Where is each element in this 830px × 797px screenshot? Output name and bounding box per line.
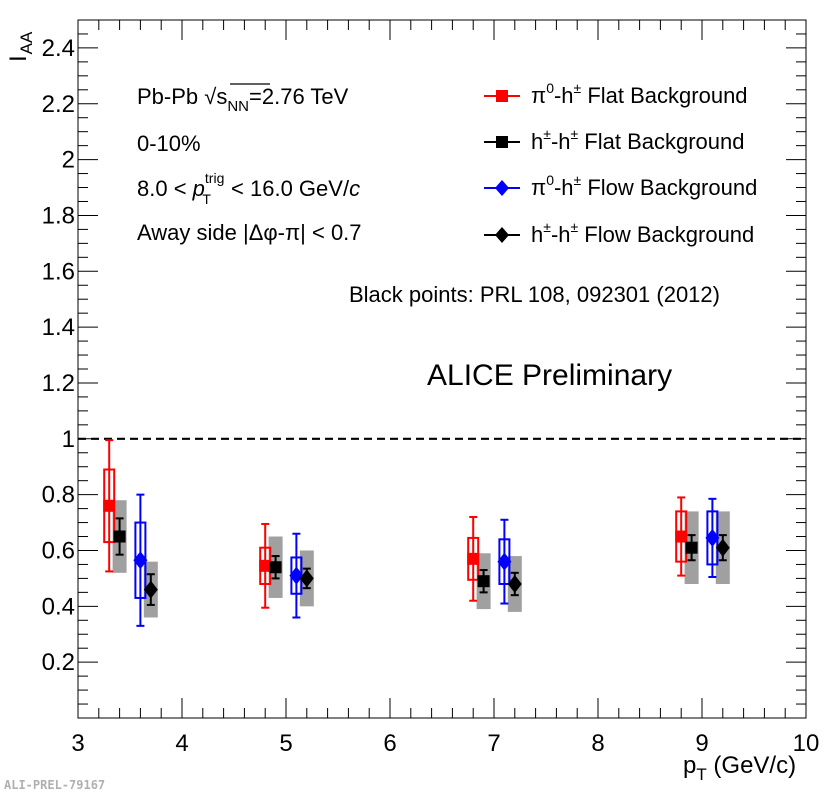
reference-label: Black points: PRL 108, 092301 (2012): [349, 282, 720, 307]
y-tick-label: 1.4: [42, 314, 75, 341]
data-point: [113, 530, 126, 543]
x-axis-title: pT (GeV/c): [683, 752, 796, 784]
x-tick-label: 10: [793, 730, 820, 757]
data-point: [269, 561, 282, 574]
x-tick-label: 4: [175, 730, 188, 757]
data-point: [477, 575, 490, 588]
data-point: [467, 552, 480, 565]
sqrt-symbol: √: [204, 84, 217, 109]
collision-system-label: Pb-Pb √sNN=2.76 TeV: [137, 84, 349, 115]
y-tick-label: 1.8: [42, 202, 75, 229]
x-tick-label: 8: [591, 730, 604, 757]
legend: π0-h± Flat Background h±-h± Flat Backgro…: [484, 80, 757, 247]
y-tick-label: 0.8: [42, 482, 75, 509]
y-tick-label: 1.6: [42, 258, 75, 285]
data-point: [259, 559, 272, 572]
away-side-label: Away side |Δφ-π| < 0.7: [137, 220, 362, 245]
data-point: [289, 566, 304, 585]
data-point: [497, 552, 512, 571]
y-tick-label: 2.2: [42, 91, 75, 118]
legend-entry: π0-h± Flow Background: [484, 172, 757, 200]
legend-label: π0-h± Flow Background: [531, 172, 757, 200]
y-axis-title: IAA: [5, 31, 36, 62]
data-point: [103, 499, 116, 512]
y-tick-label: 0.4: [42, 593, 75, 620]
x-tick-label: 5: [279, 730, 292, 757]
legend-entry: h±-h± Flow Background: [484, 219, 754, 247]
legend-marker: [496, 136, 508, 148]
legend-label: h±-h± Flow Background: [531, 219, 754, 247]
y-tick-label: 1.2: [42, 370, 75, 397]
legend-marker: [495, 227, 509, 243]
data-point: [133, 551, 148, 570]
data-point: [715, 538, 730, 557]
y-tick-label: 1: [62, 426, 75, 453]
y-tick-label: 0.2: [42, 649, 75, 676]
axis-ticks: 3 4 5 6 7 8 9 10 0.2 0.4 0.6 0.8 1 1.2 1.4 1.6 1.8 2 2.2 2.…: [42, 19, 820, 757]
data-point: [705, 528, 720, 547]
data-point: [507, 574, 522, 593]
data-point: [143, 580, 158, 599]
trigger-range-label: 8.0 < ptrig T < 16.0 GeV/c: [137, 170, 360, 207]
data-point: [685, 541, 698, 554]
data-point: [675, 530, 688, 543]
alice-preliminary-label: ALICE Preliminary: [427, 359, 672, 392]
x-tick-label: 9: [695, 730, 708, 757]
legend-marker: [496, 90, 508, 102]
data-point: [299, 569, 314, 588]
y-tick-label: 2: [62, 147, 75, 174]
watermark: ALI-PREL-79167: [4, 778, 106, 792]
data-layer: [103, 439, 730, 627]
legend-label: π0-h± Flat Background: [531, 80, 748, 108]
y-tick-label: 0.6: [42, 537, 75, 564]
y-tick-label: 2.4: [42, 35, 75, 62]
x-tick-label: 7: [487, 730, 500, 757]
x-tick-label: 3: [71, 730, 84, 757]
legend-entry: h±-h± Flat Background: [484, 126, 745, 154]
legend-entry: π0-h± Flat Background: [484, 80, 748, 108]
legend-label: h±-h± Flat Background: [531, 126, 745, 154]
centrality-label: 0-10%: [137, 131, 201, 156]
x-tick-label: 6: [383, 730, 396, 757]
legend-marker: [495, 180, 509, 196]
